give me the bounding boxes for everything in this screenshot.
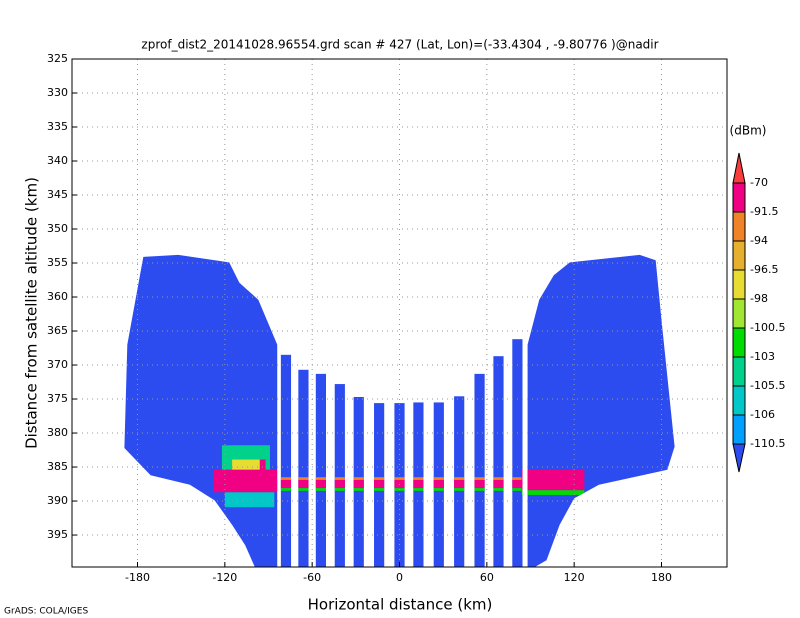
x-tick-label: 120 (564, 571, 585, 584)
colorbar-swatch (732, 443, 746, 473)
colorbar-label: -106 (750, 408, 775, 421)
colorbar-swatch (732, 327, 746, 358)
colorbar-label: -100.5 (750, 321, 785, 334)
swath-region (527, 254, 675, 568)
field-cell (521, 469, 585, 491)
scan-stripe (493, 356, 504, 567)
y-tick-label: 390 (47, 494, 68, 507)
colorbar-label: -98 (750, 292, 768, 305)
colorbar-swatch (732, 385, 746, 416)
y-tick-label: 330 (47, 86, 68, 99)
colorbar-label: -70 (750, 176, 768, 189)
colorbar-swatch (732, 269, 746, 300)
scan-stripe (298, 369, 309, 567)
data-layer (124, 254, 675, 568)
y-tick-label: 370 (47, 358, 68, 371)
field-cell (521, 490, 585, 495)
y-tick-label: 325 (47, 52, 68, 65)
colorbar-label: -105.5 (750, 379, 785, 392)
x-axis-label: Horizontal distance (km) (308, 596, 493, 614)
y-tick-label: 395 (47, 528, 68, 541)
y-tick-label: 365 (47, 324, 68, 337)
colorbar-swatch (732, 414, 746, 445)
colorbar-swatch (732, 182, 746, 213)
colorbar-label: -96.5 (750, 263, 778, 276)
x-tick-label: 0 (396, 571, 403, 584)
plot-frame (71, 58, 728, 568)
scan-stripe (334, 384, 345, 567)
colorbar-label: (dBm) (730, 124, 767, 138)
y-tick-label: 355 (47, 256, 68, 269)
colorbar-swatch (732, 298, 746, 329)
colorbar-swatch (732, 211, 746, 242)
x-tick-label: 180 (651, 571, 672, 584)
y-tick-label: 375 (47, 392, 68, 405)
chart-title: zprof_dist2_20141028.96554.grd scan # 42… (141, 38, 658, 52)
x-tick-label: -120 (212, 571, 237, 584)
scan-stripe (280, 354, 292, 567)
y-tick-label: 350 (47, 222, 68, 235)
y-tick-label: 385 (47, 460, 68, 473)
x-tick-label: -60 (303, 571, 321, 584)
colorbar-swatch (732, 356, 746, 387)
field-cell (213, 469, 278, 493)
y-tick-label: 360 (47, 290, 68, 303)
scan-stripe (474, 373, 485, 567)
swath-region (124, 254, 278, 568)
x-tick-label: 60 (480, 571, 494, 584)
footer: GrADS: COLA/IGES (4, 607, 88, 617)
y-tick-label: 345 (47, 188, 68, 201)
colorbar-label: -94 (750, 234, 768, 247)
y-tick-label: 380 (47, 426, 68, 439)
y-tick-label: 340 (47, 154, 68, 167)
field-cell (277, 477, 522, 480)
colorbar-swatch (732, 240, 746, 271)
y-axis-label: Distance from satellite altitude (km) (23, 177, 41, 449)
x-tick-label: -180 (125, 571, 150, 584)
colorbar-label: -110.5 (750, 437, 785, 450)
colorbar-label: -103 (750, 350, 775, 363)
scan-stripe (512, 339, 523, 567)
field-cell (224, 492, 275, 508)
field-cell (259, 459, 266, 477)
colorbar-label: -91.5 (750, 205, 778, 218)
scan-stripe (315, 373, 326, 567)
field-cell (232, 459, 262, 470)
y-tick-label: 335 (47, 120, 68, 133)
colorbar-swatch (732, 152, 746, 184)
